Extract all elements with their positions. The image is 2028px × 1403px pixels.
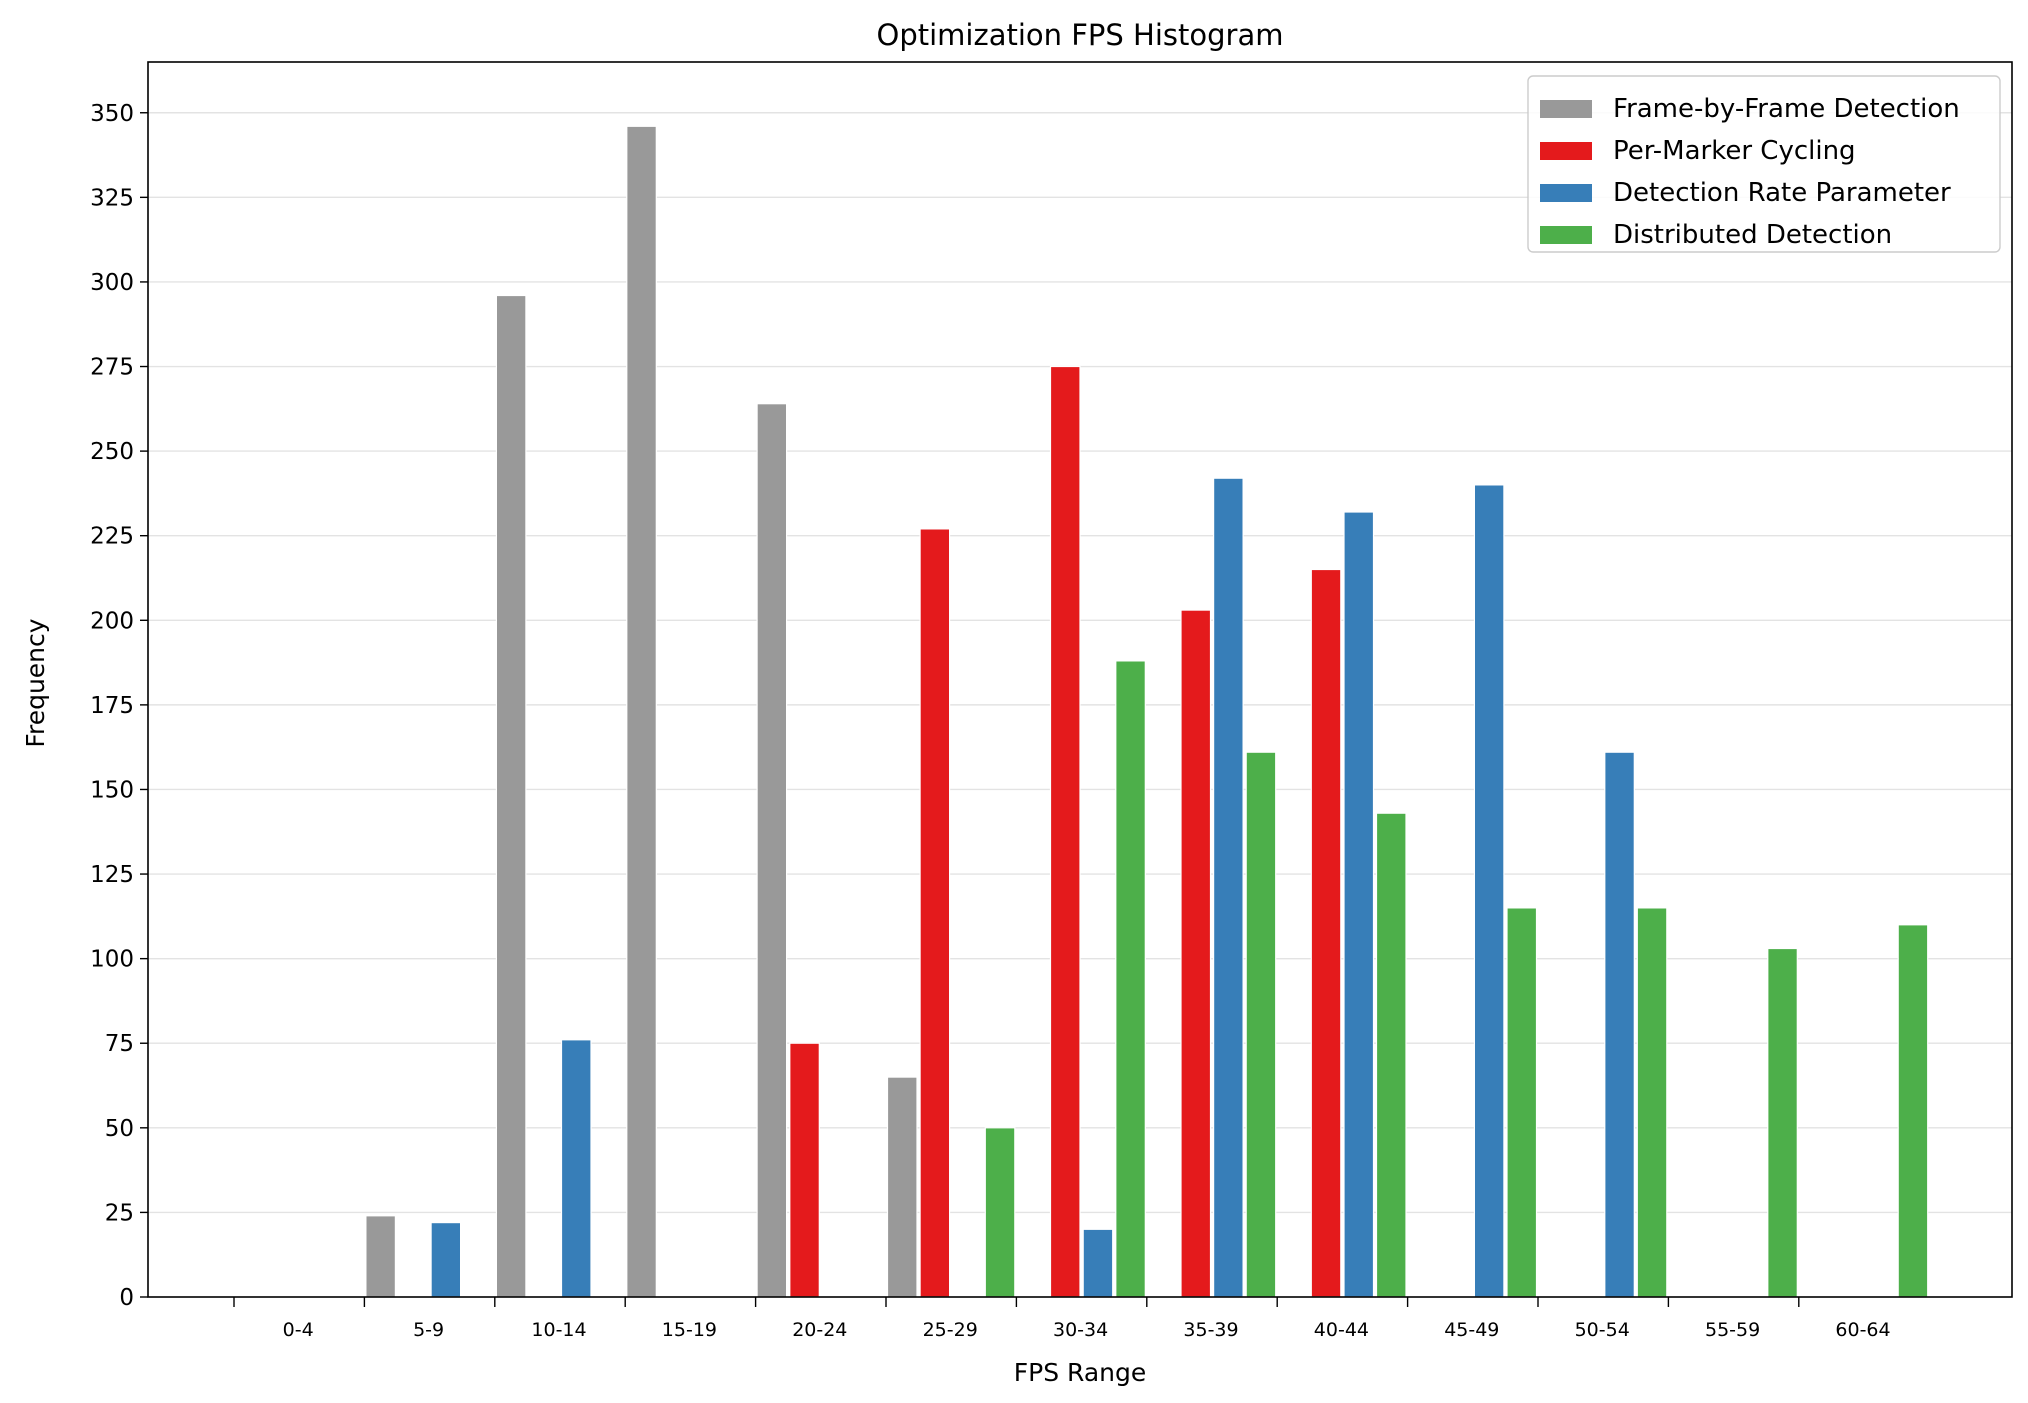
y-tick-label: 350 [90,101,134,127]
bar [756,403,788,1298]
y-tick-label: 50 [105,1116,134,1142]
x-tick-label: 60-64 [1835,1319,1890,1341]
legend: Frame-by-Frame Detection Per-Marker Cycli… [1527,75,2001,253]
y-tick-label: 300 [90,270,134,296]
y-tick-label: 225 [90,524,134,550]
x-axis: 0-4 5-9 10-14 15-19 20-24 25-29 30-34 35-39 40-4… [233,1297,1891,1341]
y-axis: 0 25 50 75 100 125 150 175 200 225 250 275 300 325 350 [90,101,148,1311]
bar [1310,568,1342,1298]
legend-box [1527,75,2001,253]
bar [365,1215,396,1298]
chart-title: Optimization FPS Histogram [877,18,1284,52]
y-tick-label: 0 [119,1285,134,1311]
x-tick-label: 25-29 [923,1319,978,1341]
bar [1506,907,1538,1298]
plot-frame [147,61,2013,1298]
x-tick-label: 30-34 [1053,1319,1108,1341]
x-tick-label: 0-4 [283,1319,314,1341]
x-tick-label: 10-14 [531,1319,586,1341]
y-axis-label: Frequency [21,618,50,747]
bar [1604,751,1635,1298]
bar [560,1039,592,1298]
bar [1115,660,1146,1298]
x-axis-label: FPS Range [1014,1358,1147,1387]
x-tick-label: 45-49 [1444,1319,1499,1341]
bar [1049,365,1081,1298]
legend-label: Detection Rate Parameter [1613,178,1951,208]
y-tick-label: 150 [90,777,134,803]
x-tick-label: 55-59 [1705,1319,1760,1341]
bar [1082,1228,1114,1298]
bar [495,294,527,1298]
bar [626,125,657,1298]
legend-swatch [1540,142,1592,160]
bar [1897,924,1929,1298]
bars [365,125,1929,1298]
y-tick-label: 175 [90,693,134,719]
bar [430,1221,462,1298]
bar [1375,812,1407,1298]
y-tick-label: 250 [90,439,134,465]
bar [1180,609,1212,1298]
x-tick-label: 5-9 [413,1319,444,1341]
legend-swatch [1540,100,1592,118]
bar [1343,511,1375,1298]
x-tick-label: 35-39 [1183,1319,1238,1341]
bar [886,1076,918,1298]
legend-label: Distributed Detection [1613,220,1892,250]
y-tick-label: 200 [90,608,134,634]
legend-swatch [1540,226,1592,244]
y-tick-label: 125 [90,862,134,888]
bar [1212,477,1244,1298]
bar [1767,947,1798,1298]
bar [1636,907,1668,1298]
y-tick-label: 325 [90,185,134,211]
legend-label: Frame-by-Frame Detection [1613,94,1960,124]
x-tick-label: 50-54 [1575,1319,1630,1341]
x-tick-label: 15-19 [662,1319,717,1341]
bar [1473,484,1505,1298]
bar [984,1127,1016,1298]
x-tick-label: 40-44 [1314,1319,1369,1341]
y-tick-label: 100 [90,947,134,973]
x-tick-label: 20-24 [792,1319,847,1341]
bar [1245,751,1277,1298]
bar [919,528,951,1298]
y-tick-label: 75 [105,1031,134,1057]
y-tick-label: 25 [105,1200,134,1226]
y-tick-label: 275 [90,355,134,381]
bar [789,1042,820,1298]
legend-swatch [1540,184,1592,202]
legend-label: Per-Marker Cycling [1613,136,1856,166]
